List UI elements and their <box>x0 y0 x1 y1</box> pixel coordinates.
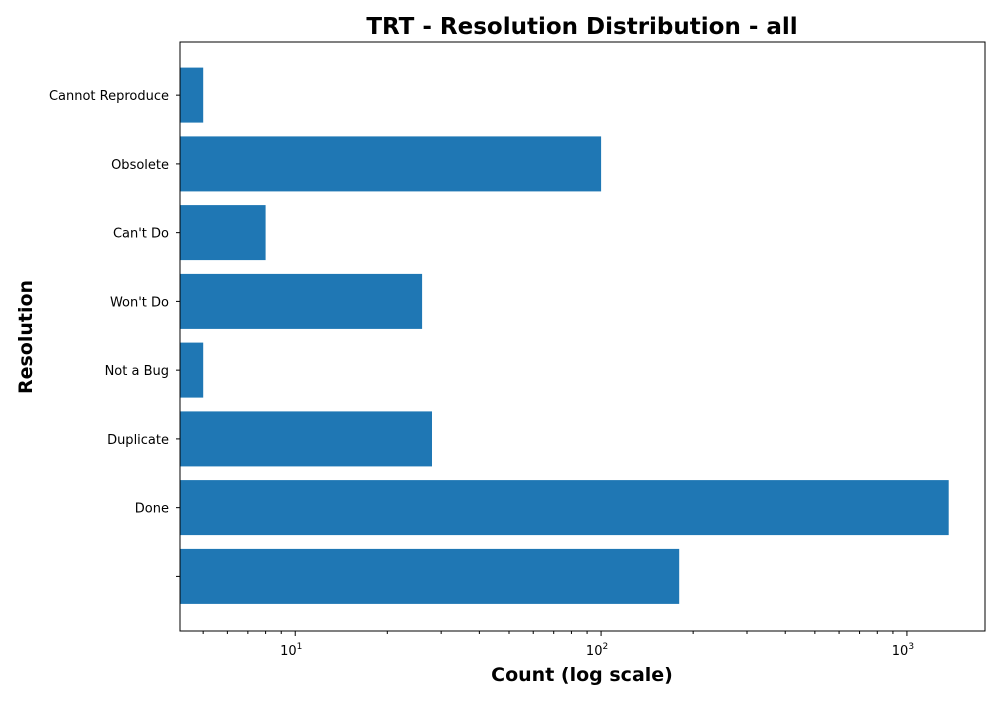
bar-won-t-do <box>180 273 423 329</box>
bar-obsolete <box>180 136 602 192</box>
bar-not-a-bug <box>180 342 204 398</box>
y-tick-label: Done <box>135 502 169 517</box>
y-tick-label: Won't Do <box>110 295 169 310</box>
x-axis-label: Count (log scale) <box>491 664 673 686</box>
chart-title: TRT - Resolution Distribution - all <box>366 14 797 40</box>
bar-done <box>180 480 949 536</box>
x-tick-label: 102 <box>586 642 608 659</box>
plot-frame <box>179 41 986 632</box>
x-axis-ticks: 101 102 103 <box>202 631 914 659</box>
x-tick-label: 103 <box>892 642 914 659</box>
x-tick-label: 101 <box>280 642 302 659</box>
y-tick-label: Obsolete <box>111 158 169 173</box>
y-axis-label: Resolution <box>15 280 37 394</box>
bar-cannot-reproduce <box>180 67 204 123</box>
y-axis-ticks: Done Duplicate Not a Bug Won't Do Can't Do Ob… <box>49 89 180 577</box>
y-tick-label: Cannot Reproduce <box>49 89 169 104</box>
bar-can-t-do <box>180 205 266 261</box>
y-tick-label: Not a Bug <box>105 364 169 379</box>
y-tick-label: Duplicate <box>107 433 169 448</box>
bars-group <box>180 67 949 604</box>
y-tick-label: Can't Do <box>113 227 169 242</box>
bar-blank <box>180 548 680 604</box>
bar-duplicate <box>180 411 432 467</box>
